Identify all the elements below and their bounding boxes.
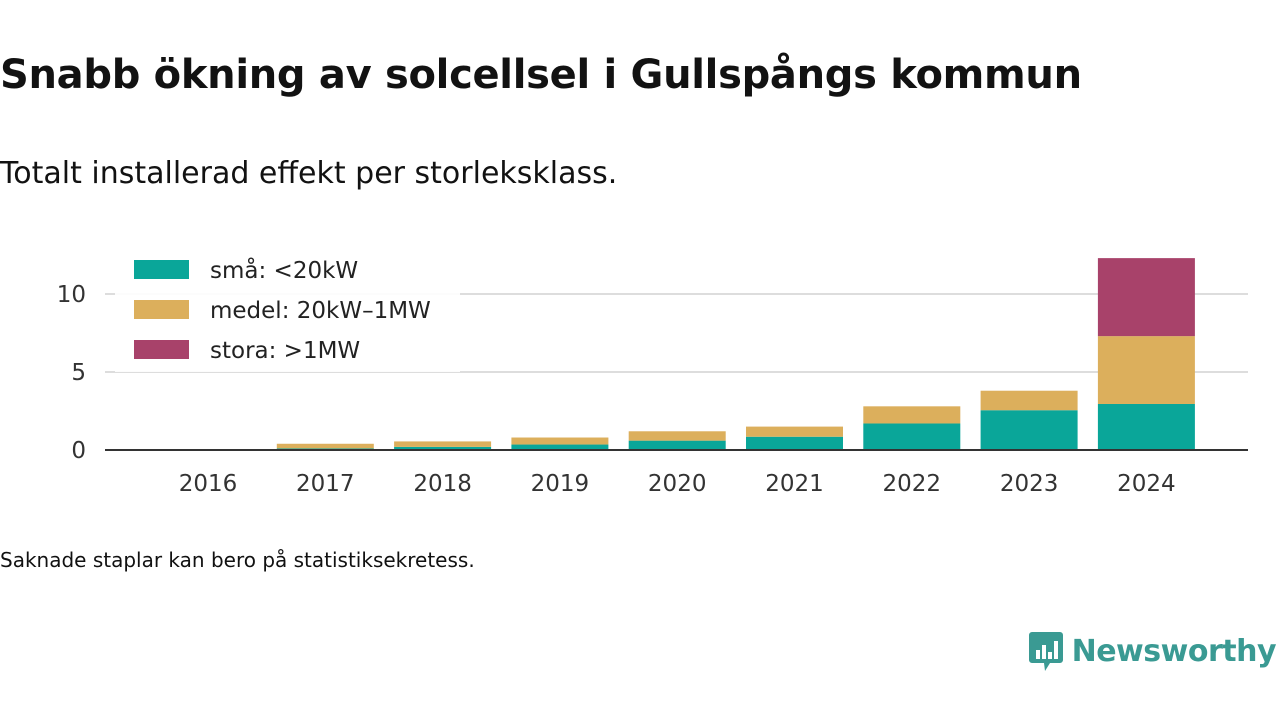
bar-segment-2018-series-1 bbox=[394, 441, 492, 447]
legend-label: medel: 20kW–1MW bbox=[210, 298, 431, 324]
legend-swatch bbox=[134, 300, 189, 319]
y-axis-ticks: 0 5 10 bbox=[57, 282, 86, 464]
bar-segment-2017-series-1 bbox=[276, 443, 374, 449]
y-tick-label: 10 bbox=[57, 282, 86, 308]
bar-segment-2020-series-1 bbox=[628, 431, 726, 441]
legend-label: stora: >1MW bbox=[210, 338, 360, 364]
chart-title: Snabb ökning av solcellsel i Gullspångs … bbox=[0, 52, 1082, 98]
x-axis-ticks: 2016 2017 2018 2019 2020 2021 2022 2023 2024 bbox=[179, 471, 1176, 497]
bar-segment-2022-series-1 bbox=[863, 406, 961, 424]
brand-logo: Newsworthy bbox=[1028, 630, 1277, 672]
y-tick-label: 5 bbox=[71, 360, 86, 386]
bar-segment-2022-series-0 bbox=[863, 423, 961, 450]
bars bbox=[105, 258, 1248, 451]
x-tick-label: 2024 bbox=[1117, 471, 1176, 497]
bar-chart-speech-bubble-icon bbox=[1028, 632, 1063, 671]
bar-segment-2024-series-0 bbox=[1097, 403, 1195, 450]
bar-segment-2021-series-1 bbox=[746, 426, 843, 437]
brand-name: Newsworthy bbox=[1071, 633, 1277, 669]
bar-segment-2024-series-1 bbox=[1097, 336, 1195, 404]
legend-swatch bbox=[134, 340, 189, 359]
x-tick-label: 2019 bbox=[531, 471, 590, 497]
bar-segment-2018-series-0 bbox=[394, 446, 492, 450]
x-tick-label: 2023 bbox=[1000, 471, 1059, 497]
x-tick-label: 2020 bbox=[648, 471, 707, 497]
bar-segment-2021-series-0 bbox=[746, 436, 843, 450]
bar-segment-2019-series-1 bbox=[511, 437, 609, 445]
bar-segment-2020-series-0 bbox=[628, 440, 726, 450]
bar-segment-2023-series-0 bbox=[980, 410, 1078, 450]
x-tick-label: 2022 bbox=[883, 471, 942, 497]
x-tick-label: 2018 bbox=[413, 471, 472, 497]
legend: små: <20kW medel: 20kW–1MW stora: >1MW bbox=[115, 246, 460, 372]
x-tick-label: 2017 bbox=[296, 471, 355, 497]
y-tick-label: 0 bbox=[71, 438, 86, 464]
bar-segment-2019-series-0 bbox=[511, 444, 609, 450]
stacked-bar-chart: 0 5 10 2016 2017 2018 2019 2020 2021 2022 2023 202… bbox=[57, 246, 1248, 497]
footnote: Saknade staplar kan bero på statistiksek… bbox=[0, 548, 475, 572]
bar-segment-2023-series-1 bbox=[980, 390, 1078, 411]
bar-segment-2024-series-2 bbox=[1097, 258, 1195, 337]
x-tick-label: 2021 bbox=[765, 471, 824, 497]
x-tick-label: 2016 bbox=[179, 471, 238, 497]
legend-label: små: <20kW bbox=[210, 256, 358, 284]
chart-subtitle: Totalt installerad effekt per storlekskl… bbox=[0, 156, 618, 191]
legend-swatch bbox=[134, 260, 189, 279]
